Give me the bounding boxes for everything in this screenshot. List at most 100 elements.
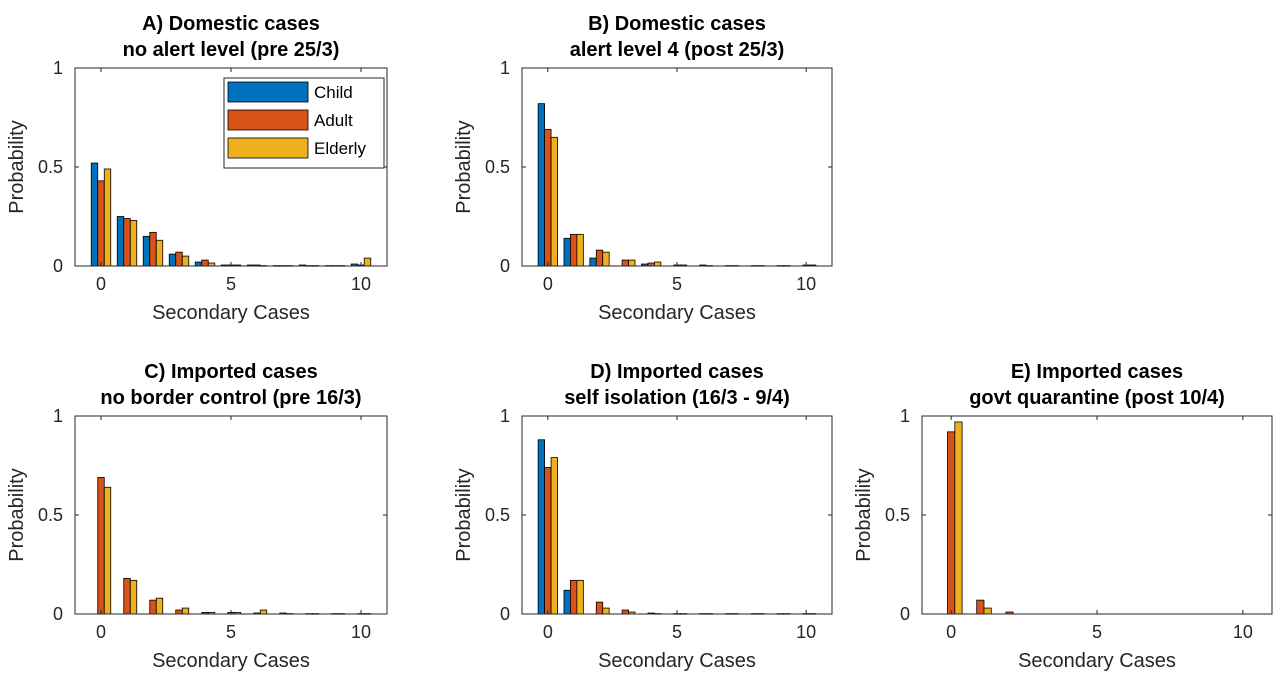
bar-adult-0 (97, 180, 105, 267)
bar-elderly-0 (550, 136, 558, 267)
bar-adult-3 (621, 609, 629, 615)
chart-title: E) Imported cases (1011, 361, 1183, 383)
chart-subtitle: no border control (pre 16/3) (100, 387, 361, 409)
x-tick-label: 10 (1233, 622, 1253, 642)
chart-subtitle: self isolation (16/3 - 9/4) (564, 387, 790, 409)
y-tick-label: 0.5 (885, 505, 910, 525)
x-axis-label: Secondary Cases (152, 650, 310, 672)
y-tick-label: 1 (500, 406, 510, 426)
bar-adult-3 (175, 609, 183, 615)
bar-adult-1 (123, 218, 131, 267)
plot-area (922, 416, 1272, 614)
bar-elderly-2 (155, 597, 164, 615)
y-tick-label: 0 (53, 604, 63, 624)
legend-label-elderly: Elderly (314, 139, 366, 158)
bar-elderly-10 (363, 257, 372, 267)
x-tick-label: 10 (796, 622, 816, 642)
bar-child-0 (537, 439, 546, 615)
y-axis-label: Probability (853, 468, 875, 561)
bar-adult-1 (570, 579, 578, 615)
y-axis-label: Probability (453, 468, 475, 561)
bar-elderly-1 (576, 579, 584, 615)
bar-adult-3 (175, 251, 183, 267)
plot-area (522, 416, 832, 614)
bar-adult-1 (570, 233, 578, 267)
x-tick-label: 5 (226, 274, 236, 294)
x-tick-label: 0 (96, 622, 106, 642)
x-tick-label: 5 (226, 622, 236, 642)
x-tick-label: 0 (96, 274, 106, 294)
bar-child-3 (168, 253, 177, 267)
chart-title: C) Imported cases (144, 361, 317, 383)
bar-child-4 (194, 261, 203, 267)
bar-adult-2 (595, 249, 604, 267)
bar-child-0 (537, 103, 546, 267)
bar-adult-1 (976, 599, 985, 615)
bar-elderly-3 (181, 607, 190, 615)
y-axis-label: Probability (6, 468, 28, 561)
legend-label-child: Child (314, 83, 353, 102)
bar-elderly-6 (259, 609, 268, 615)
bar-elderly-1 (576, 233, 584, 267)
x-tick-label: 5 (1092, 622, 1102, 642)
x-tick-label: 0 (543, 622, 553, 642)
bar-adult-2 (149, 231, 157, 267)
bar-elderly-3 (181, 255, 190, 267)
bar-elderly-0 (954, 421, 963, 615)
legend-label-adult: Adult (314, 111, 353, 130)
bar-elderly-2 (602, 251, 610, 267)
x-tick-label: 10 (351, 622, 371, 642)
bar-child-2 (589, 257, 597, 267)
legend-swatch-elderly (227, 137, 309, 159)
x-axis-label: Secondary Cases (598, 650, 756, 672)
chart-title: A) Domestic cases (142, 13, 320, 35)
y-tick-label: 1 (53, 58, 63, 78)
bar-adult-4 (201, 259, 209, 267)
subplot-d: D) Imported cases self isolation (16/3 - … (453, 361, 833, 672)
bar-adult-2 (595, 601, 604, 615)
y-tick-label: 1 (53, 406, 63, 426)
x-axis-label: Secondary Cases (598, 302, 756, 324)
bar-elderly-3 (628, 259, 636, 267)
legend-swatch-child (227, 81, 309, 103)
y-tick-label: 0 (500, 256, 510, 276)
y-tick-label: 0.5 (38, 505, 63, 525)
bar-elderly-0 (103, 168, 112, 267)
bar-elderly-1 (129, 579, 138, 615)
x-tick-label: 5 (672, 622, 682, 642)
bar-child-0 (90, 162, 99, 267)
subplot-a: A) Domestic cases no alert level (pre 25/… (6, 13, 388, 324)
bar-child-1 (563, 237, 571, 267)
bar-elderly-0 (550, 457, 558, 615)
y-tick-label: 0.5 (485, 157, 510, 177)
y-tick-label: 0.5 (38, 157, 63, 177)
legend-swatch-adult (227, 109, 309, 131)
subplot-c: C) Imported cases no border control (pre … (6, 361, 388, 672)
chart-title: D) Imported cases (590, 361, 763, 383)
y-tick-label: 0 (53, 256, 63, 276)
bar-elderly-1 (129, 220, 138, 267)
plot-area (522, 68, 832, 266)
chart-subtitle: govt quarantine (post 10/4) (969, 387, 1225, 409)
chart-subtitle: no alert level (pre 25/3) (123, 39, 340, 61)
y-tick-label: 1 (500, 58, 510, 78)
y-axis-label: Probability (453, 120, 475, 213)
bar-elderly-0 (103, 486, 112, 615)
x-tick-label: 10 (351, 274, 371, 294)
bar-adult-0 (947, 431, 956, 615)
bar-elderly-2 (602, 607, 610, 615)
subplot-e: E) Imported cases govt quarantine (post 1… (853, 361, 1273, 672)
bar-child-2 (142, 235, 151, 267)
bar-adult-0 (544, 467, 552, 615)
y-tick-label: 0 (900, 604, 910, 624)
legend: Child Adult Elderly (223, 77, 385, 169)
bar-elderly-2 (155, 239, 164, 267)
y-tick-label: 0 (500, 604, 510, 624)
bar-adult-2 (149, 599, 157, 615)
bar-elderly-4 (653, 261, 662, 267)
bar-child-1 (563, 589, 571, 615)
x-tick-label: 0 (543, 274, 553, 294)
bar-adult-1 (123, 577, 131, 615)
bar-adult-3 (621, 259, 629, 267)
